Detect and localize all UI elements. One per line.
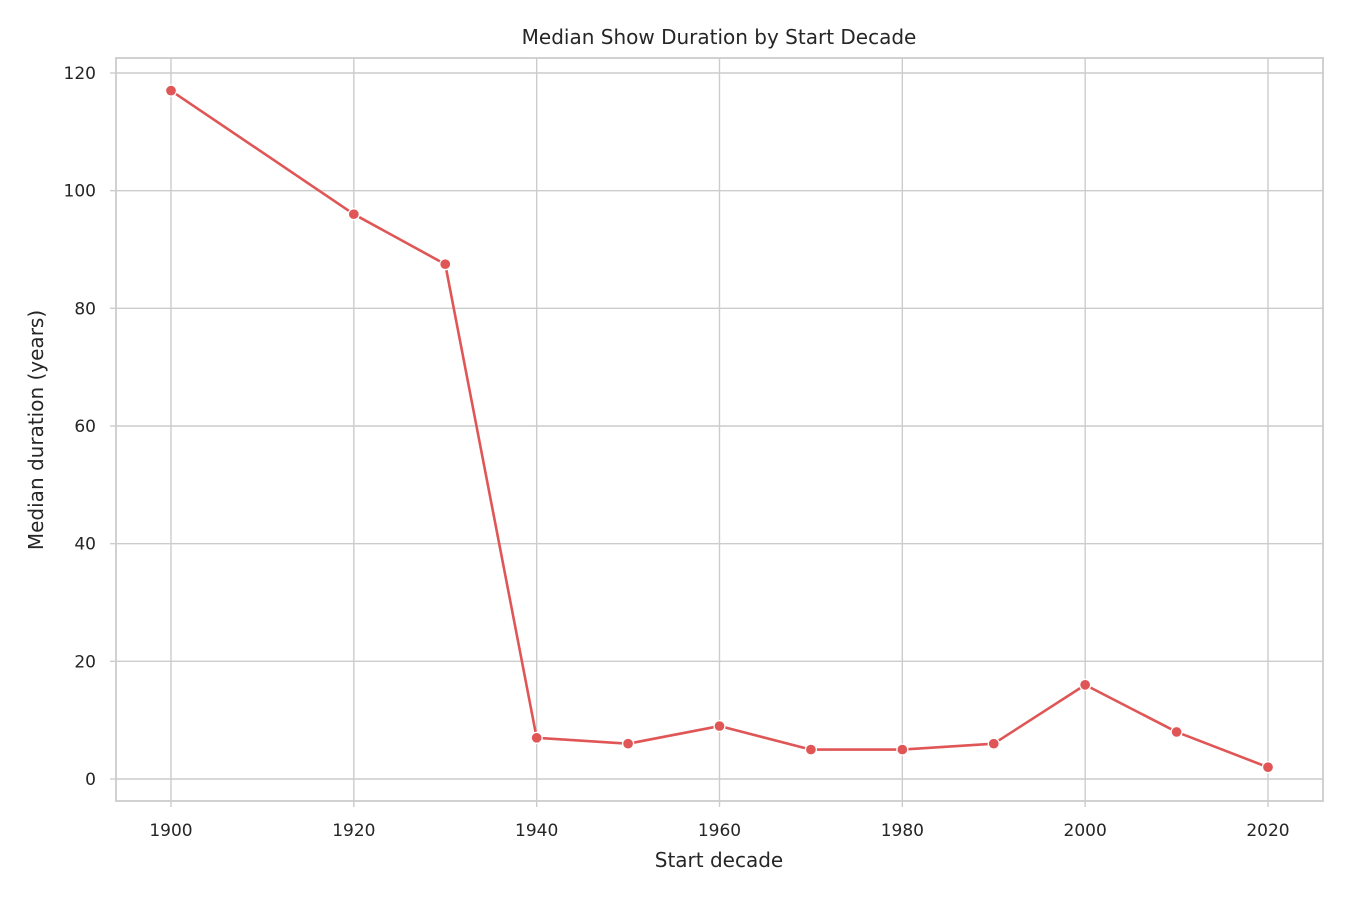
y-tick-label: 0 [85, 770, 96, 790]
x-tick-label: 1980 [881, 821, 924, 841]
data-point[interactable] [530, 731, 543, 744]
grid-layer [116, 58, 1323, 801]
data-point[interactable] [347, 208, 360, 221]
y-tick-label: 40 [74, 535, 96, 555]
y-axis-title: Median duration (years) [24, 310, 48, 550]
y-tick-label: 120 [64, 64, 96, 84]
y-tick-label: 20 [74, 652, 96, 672]
tick-layer: 1900 1920 1940 1960 1980 2000 2020 0 20 40 60 80 100… [64, 64, 1290, 841]
data-point[interactable] [1170, 725, 1183, 739]
y-tick-label: 80 [74, 299, 96, 319]
x-tick-label: 1940 [515, 821, 558, 841]
data-point[interactable] [1261, 761, 1275, 774]
data-point[interactable] [713, 719, 726, 733]
data-point[interactable] [896, 743, 909, 756]
x-tick-label: 1900 [149, 821, 192, 841]
data-point[interactable] [1079, 678, 1092, 692]
x-axis-title: Start decade [655, 848, 783, 872]
y-tick-label: 60 [74, 417, 96, 437]
data-point[interactable] [164, 84, 178, 97]
data-point[interactable] [439, 258, 452, 271]
series-layer [164, 84, 1275, 774]
chart-title: Median Show Duration by Start Decade [522, 25, 917, 49]
x-tick-label: 1960 [698, 821, 741, 841]
data-point[interactable] [621, 737, 635, 750]
y-tick-label: 100 [64, 182, 96, 202]
x-tick-label: 2020 [1246, 821, 1289, 841]
series-line [169, 89, 1270, 769]
data-point[interactable] [987, 737, 1000, 750]
x-tick-label: 2000 [1064, 821, 1107, 841]
x-tick-label: 1920 [332, 821, 375, 841]
data-point[interactable] [804, 743, 818, 756]
